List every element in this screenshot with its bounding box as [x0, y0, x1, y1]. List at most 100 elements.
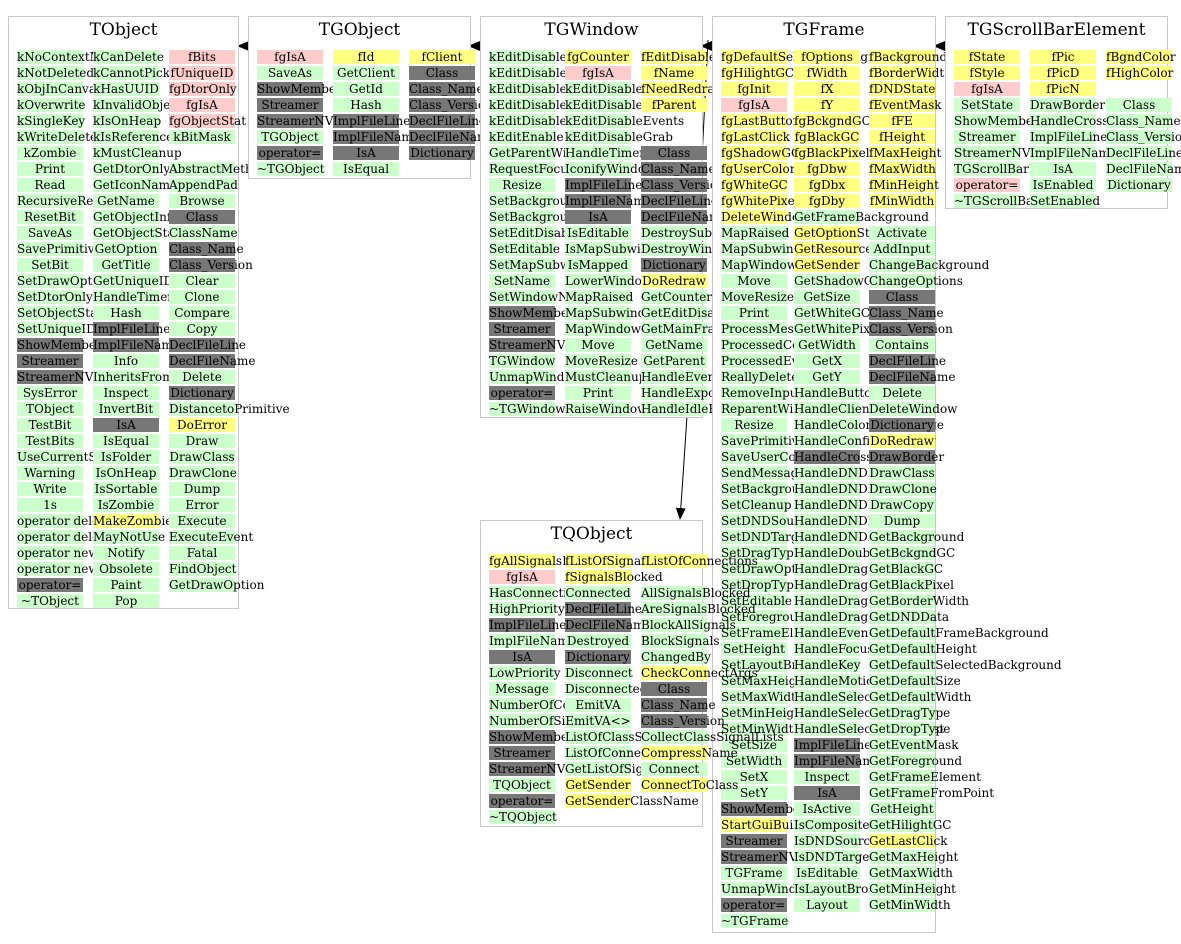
member: Paint — [93, 578, 159, 592]
member: kObjInCanvas — [17, 82, 103, 96]
member: TGFrame — [721, 866, 787, 880]
member: MoveResize — [721, 290, 794, 304]
member: SetBackgroundPixmap — [489, 210, 628, 224]
member: Copy — [169, 322, 235, 336]
member: kEditEnable — [489, 130, 564, 144]
member: SendMessage — [721, 466, 806, 480]
inherited-member: StreamerNVirtual — [257, 114, 367, 128]
member: ProcessedEvent — [721, 354, 819, 368]
member: SetState — [954, 98, 1020, 112]
inherited-member: ImplFileLine — [489, 618, 567, 632]
private-member: fgIsA — [721, 98, 787, 112]
member: GetMaxWidth — [869, 866, 953, 880]
member: MustCleanup — [565, 370, 647, 384]
member: HandleDNDLeave — [794, 514, 904, 528]
inherited-member: Dictionary — [169, 386, 235, 400]
member: ~TGScrollBarElement — [954, 194, 1090, 208]
member: ~TGObject — [257, 162, 325, 176]
member: SaveAs — [17, 226, 83, 240]
member: GetX — [794, 354, 860, 368]
member: UnmapWindow — [721, 882, 814, 896]
inherited-member: ImplFileLine — [565, 178, 643, 192]
member: TGWindow — [489, 354, 556, 368]
empty — [1106, 82, 1172, 96]
member: HandleDNDEnter — [794, 482, 902, 496]
member: kBitMask — [169, 130, 235, 144]
inherited-member: Class_Name — [169, 242, 244, 256]
member: Write — [17, 482, 83, 496]
member: HandleConfigureNotify — [794, 434, 936, 448]
data-member: fNeedRedraw — [641, 82, 725, 96]
data-member: fgDbw — [794, 162, 860, 176]
data-member: DoRedraw — [869, 434, 935, 448]
member: IsOnHeap — [93, 466, 159, 480]
member: ChangeBackground — [869, 258, 990, 272]
member: kEditDisableWidth — [489, 114, 603, 128]
member: RemoveInput — [721, 386, 803, 400]
inherited-member: StreamerNVirtual — [721, 850, 831, 864]
member: kEditDisableEvents — [565, 114, 685, 128]
private-member: fgDtorOnly — [169, 82, 237, 96]
member: kEditDisableLayout — [489, 82, 609, 96]
data-member: GetSenderClassName — [565, 794, 699, 808]
member: HandleDragLeave — [794, 594, 905, 608]
member: SetDrawOption — [17, 274, 112, 288]
member: GetDefaultHeight — [869, 642, 977, 656]
inherited-member: DeclFileName — [641, 210, 728, 224]
member: GetUniqueID — [93, 274, 174, 288]
inherited-member: DrawBorder — [869, 450, 945, 464]
member: ~TGFrame — [721, 914, 789, 928]
inherited-member: ImplFileLine — [794, 738, 872, 752]
member: kHasUUID — [93, 82, 159, 96]
data-member: fgWhiteGC — [721, 178, 788, 192]
member: GetBlackGC — [869, 562, 944, 576]
member: SetEditable — [721, 594, 793, 608]
member: HighPriority — [489, 602, 565, 616]
member: Dump — [169, 482, 235, 496]
data-member: fMinHeight — [869, 178, 939, 192]
class-box-tgscrollbarelement: TGScrollBarElement fState fStyle fgIsA SetS… — [945, 16, 1181, 209]
member: HandleSelectionClear — [794, 706, 928, 720]
member: kSingleKey — [17, 114, 86, 128]
data-member: fClient — [409, 50, 475, 64]
member: HandleButton — [794, 386, 880, 400]
inherited-member: Class_Version — [641, 178, 725, 192]
data-member: fgUserColor — [721, 162, 796, 176]
member: AppendPad — [169, 178, 238, 192]
member: GetY — [794, 370, 860, 384]
member: BlockSignals — [641, 634, 720, 648]
data-member: fMinWidth — [869, 194, 935, 208]
data-member: fState — [954, 50, 1020, 64]
inherited-member: IsA — [489, 650, 555, 664]
member: GetDropType — [869, 722, 951, 736]
data-member: fListOfConnections — [641, 554, 758, 568]
inherited-member: operator= — [257, 146, 323, 160]
data-member: fId — [333, 50, 399, 64]
inherited-member: DeclFileName — [169, 354, 256, 368]
data-member: GetSender — [794, 258, 860, 272]
member: CollectClassSignalLists — [641, 730, 784, 744]
member: DrawBorder — [1030, 98, 1106, 112]
member: DestroyWindow — [641, 242, 738, 256]
member: GetParentWindow — [489, 146, 600, 160]
inherited-member: Class — [409, 66, 475, 80]
member: Delete — [869, 386, 935, 400]
member: MapSubwindows — [721, 242, 825, 256]
data-member: fgLastButton — [721, 114, 801, 128]
member: ImplFileName — [489, 634, 576, 648]
data-member: fX — [794, 82, 860, 96]
member: GetDtorOnly — [93, 162, 171, 176]
member: kIsOnHeap — [93, 114, 162, 128]
member: DestroySubwindows — [641, 226, 766, 240]
data-member: fgHilightGC — [721, 66, 795, 80]
data-member: fgShadowGC — [721, 146, 801, 160]
member: Dump — [869, 514, 935, 528]
member: SetMaxHeight — [721, 674, 809, 688]
inherited-member: DeclFileLine — [169, 338, 247, 352]
member: GetBorderWidth — [869, 594, 970, 608]
member: HandleMotion — [794, 674, 882, 688]
member: Contains — [869, 338, 935, 352]
data-member: GetOptionString — [794, 226, 895, 240]
member: Print — [17, 162, 83, 176]
